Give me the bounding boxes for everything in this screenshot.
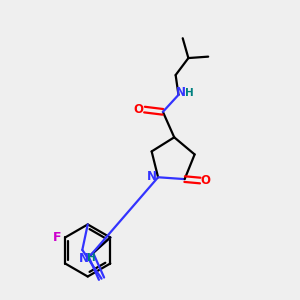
Text: N: N <box>176 86 186 99</box>
Text: F: F <box>52 231 61 244</box>
Text: O: O <box>134 103 144 116</box>
Text: H: H <box>87 254 96 263</box>
Text: O: O <box>200 174 210 187</box>
Text: N: N <box>79 252 89 265</box>
Text: H: H <box>184 88 193 98</box>
Text: N: N <box>147 169 157 183</box>
